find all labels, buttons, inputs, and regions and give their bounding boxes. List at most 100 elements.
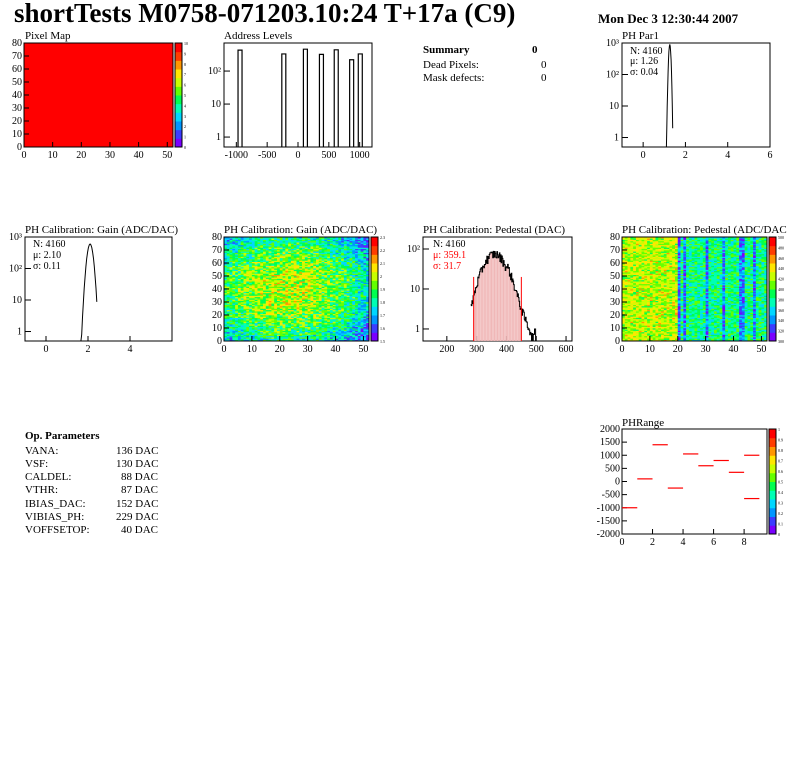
gain-map-cell — [274, 296, 278, 299]
pedestal-map-cell — [624, 305, 628, 308]
gain-map-cell — [288, 240, 292, 243]
gain-map-cell — [276, 252, 281, 255]
gain-map-cell — [296, 259, 300, 261]
gain-map-cell — [263, 296, 267, 299]
pedestal-map-cell — [630, 303, 634, 305]
pedestal-map-cell — [627, 248, 631, 251]
gain-map-cell — [360, 276, 364, 278]
gain-map-cell — [265, 303, 269, 305]
gain-map-cell — [276, 313, 281, 316]
gain-map-cell — [249, 338, 253, 340]
gain-map-cell — [249, 276, 253, 278]
gain-map-cell — [276, 279, 281, 282]
gain-map-cell — [268, 239, 272, 242]
gain-map-cell — [316, 237, 320, 239]
gain-map-cell — [341, 265, 345, 268]
gain-map-cell — [357, 251, 361, 253]
gain-map-cell — [332, 283, 336, 286]
gain-map-cell — [299, 298, 303, 300]
gain-map-cell — [237, 252, 242, 255]
palette-cell — [175, 98, 182, 101]
gain-map-cell — [229, 264, 233, 266]
pedestal-map-cell — [624, 328, 628, 330]
gain-map-cell — [341, 316, 345, 318]
gain-map-cell — [302, 305, 306, 308]
gain-map-cell — [271, 253, 275, 256]
gain-map-cell — [304, 298, 308, 300]
gain-map-cell — [343, 289, 347, 291]
palette-cell — [371, 247, 378, 250]
gain-map-cell — [279, 302, 283, 304]
gain-map-cell — [265, 238, 269, 240]
gain-map-cell — [232, 299, 236, 301]
gain-map-cell — [313, 252, 317, 255]
gain-map-cell — [282, 270, 286, 273]
gain-map-cell — [310, 277, 314, 279]
pedestal-map-cell — [635, 326, 640, 329]
gain-map-cell — [343, 264, 347, 266]
gain-map-cell — [271, 294, 275, 296]
gain-map-cell — [235, 291, 239, 294]
gain-map-cell — [257, 318, 261, 321]
param-value: 87 DAC — [121, 484, 158, 496]
gain-map-cell — [313, 257, 317, 260]
gain-map-cell — [293, 270, 297, 273]
gain-map-cell — [346, 325, 350, 327]
gain-map-cell — [251, 246, 255, 248]
gain-map-cell — [246, 276, 250, 278]
gain-map-cell — [313, 329, 317, 331]
gain-map-cell — [352, 325, 356, 327]
gain-map-cell — [363, 337, 367, 339]
gain-map-cell — [243, 285, 247, 287]
gain-map-cell — [226, 247, 230, 249]
gain-map-cell — [296, 291, 300, 294]
gain-map-cell — [282, 261, 286, 264]
gain-map-cell — [285, 294, 289, 296]
gain-map-cell — [243, 337, 247, 339]
gain-map-cell — [260, 302, 264, 304]
palette-cell — [175, 75, 182, 79]
gain-map-cell — [276, 237, 281, 239]
pedestal-map-cell — [633, 252, 637, 255]
gain-map-cell — [355, 259, 359, 261]
pedestal-map-cell — [622, 311, 626, 313]
gain-map-cell — [363, 273, 367, 275]
gain-map-cell — [293, 266, 297, 269]
gain-map-cell — [249, 289, 253, 291]
gain-map-cell — [335, 289, 339, 291]
gain-map-cell — [321, 318, 325, 321]
gain-map-cell — [304, 311, 308, 313]
gain-map-cell — [274, 256, 278, 259]
gain-map-cell — [346, 317, 350, 320]
gain-map-cell — [366, 334, 370, 337]
pedestal-map-cell — [630, 238, 634, 240]
gain-map-cell — [274, 337, 278, 339]
gain-map-cell — [304, 270, 308, 273]
gain-map-cell — [282, 272, 286, 274]
gain-map-cell — [226, 237, 230, 239]
pedestal-map-cell — [622, 279, 626, 282]
gain-map-cell — [346, 252, 350, 255]
gain-map-cell — [332, 308, 336, 311]
gain-map-cell — [343, 253, 347, 256]
gain-map-cell — [327, 263, 331, 265]
gain-map-cell — [318, 308, 322, 311]
pedestal-map-cell — [622, 322, 626, 325]
y-tick-label: 0 — [217, 336, 222, 347]
gain-map-cell — [232, 286, 236, 288]
gain-map-cell — [307, 263, 311, 265]
gain-map-cell — [363, 324, 367, 326]
gain-map-cell — [268, 321, 272, 324]
gain-map-cell — [232, 257, 236, 260]
gain-map-cell — [324, 302, 328, 304]
gain-map-cell — [263, 276, 267, 278]
gain-map-cell — [299, 279, 303, 282]
gain-map-cell — [324, 283, 328, 286]
gain-map-cell — [329, 312, 334, 314]
gain-map-cell — [237, 242, 242, 244]
gain-map-cell — [357, 259, 361, 261]
gain-map-cell — [251, 337, 255, 339]
gain-map-cell — [299, 302, 303, 304]
gain-map-cell — [237, 281, 242, 283]
gain-map-cell — [329, 250, 334, 252]
